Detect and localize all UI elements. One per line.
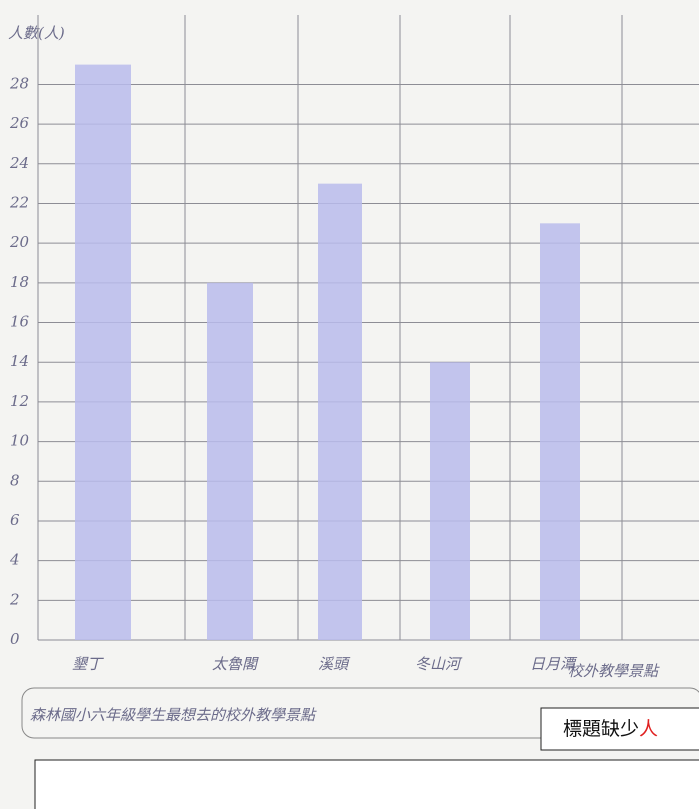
bar (75, 64, 131, 641)
annotation-box (540, 707, 699, 751)
y-tick-label: 2 (9, 590, 20, 608)
y-tick-label: 24 (9, 154, 29, 172)
y-tick-label: 26 (9, 114, 30, 132)
y-axis-label: 人數(人) (8, 24, 65, 42)
annotation-text: 標題缺少 (563, 718, 639, 740)
x-tick-label: 墾丁 (72, 655, 104, 673)
comment-box (34, 759, 699, 809)
y-tick-label: 0 (10, 630, 20, 648)
bar (430, 362, 470, 640)
x-tick-label: 冬山河 (415, 655, 463, 673)
y-tick-label: 12 (10, 392, 29, 410)
y-tick-label: 28 (9, 74, 29, 92)
bar (318, 183, 362, 640)
chart-title: 森林國小六年級學生最想去的校外教學景點 (30, 706, 317, 724)
annotation: 標題缺少人 (563, 718, 658, 740)
y-tick-label: 22 (9, 193, 29, 211)
y-tick-label: 16 (10, 313, 30, 331)
y-tick-label: 20 (9, 233, 30, 251)
y-tick-label: 8 (10, 471, 20, 489)
title-box (21, 687, 699, 739)
x-tick-label: 太魯閣 (212, 655, 259, 673)
bar (540, 223, 580, 641)
y-tick-label: 14 (10, 352, 29, 370)
y-tick-label: 4 (9, 551, 20, 569)
bar (207, 282, 253, 640)
y-tick-label: 6 (10, 511, 20, 529)
x-axis-label: 校外教學景點 (568, 662, 660, 680)
annotation-emphasis: 人 (639, 718, 658, 740)
y-tick-label: 10 (10, 432, 30, 450)
x-tick-label: 溪頭 (318, 655, 351, 673)
y-tick-label: 18 (10, 273, 29, 291)
x-tick-label: 日月潭 (530, 655, 578, 673)
